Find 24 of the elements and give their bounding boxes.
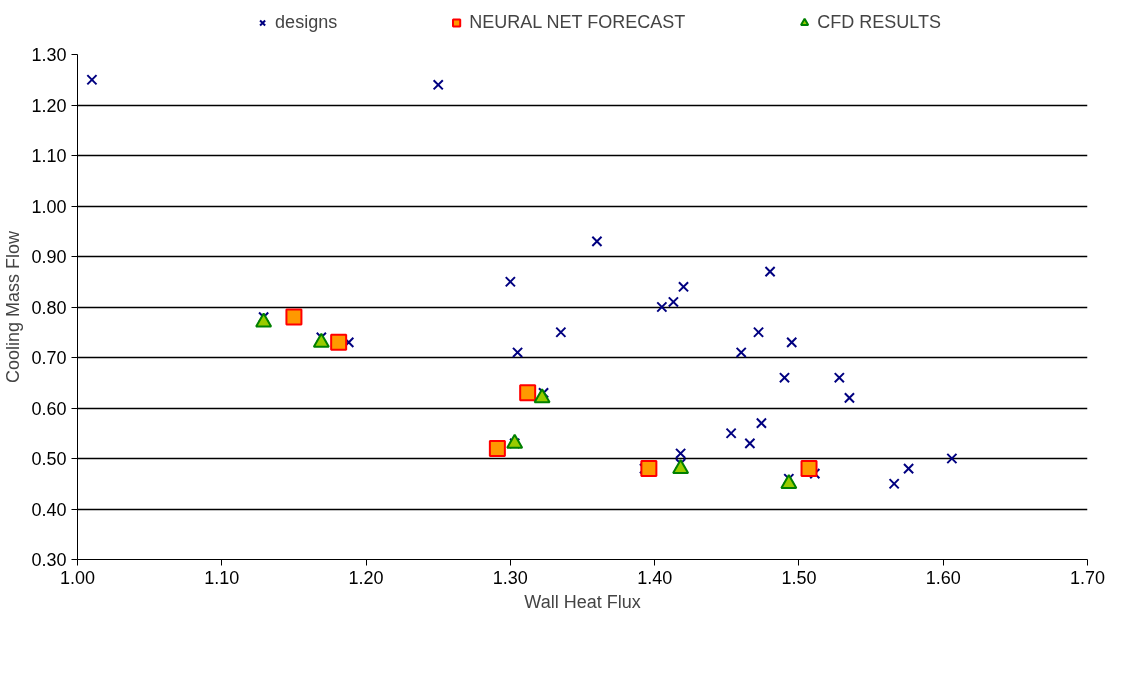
x-axis-title: Wall Heat Flux [524, 591, 641, 612]
y-tick-label: 1.30 [31, 45, 67, 65]
y-tick-label: 0.60 [31, 398, 67, 419]
x-tick-label: 1.20 [348, 567, 384, 588]
y-tick-label: 0.50 [31, 449, 67, 469]
y-axis-title: Cooling Mass Flow [3, 229, 24, 384]
y-tick-label: 1.10 [31, 146, 67, 166]
legend-label: designs [275, 11, 338, 33]
y-tick-label: 0.40 [31, 499, 67, 520]
x-tick-label: 1.40 [637, 567, 673, 588]
y-tick-label: 1.20 [31, 95, 67, 116]
x-tick-label: 1.10 [204, 567, 240, 588]
x-tick-label: 1.60 [925, 567, 961, 588]
x-tick-label: 1.70 [1069, 567, 1106, 588]
legend-label: CFD RESULTS [817, 11, 941, 33]
y-tick-label: 0.80 [31, 297, 67, 318]
x-tick-label: 1.00 [59, 567, 96, 588]
y-tick-label: 0.30 [31, 550, 67, 570]
y-tick-label: 0.70 [31, 348, 67, 368]
legend-label: NEURAL NET FORECAST [469, 11, 686, 33]
x-tick-label: 1.30 [492, 567, 528, 588]
y-tick-label: 0.90 [31, 247, 67, 267]
x-tick-label: 1.50 [781, 567, 817, 588]
y-tick-label: 1.00 [31, 196, 67, 217]
